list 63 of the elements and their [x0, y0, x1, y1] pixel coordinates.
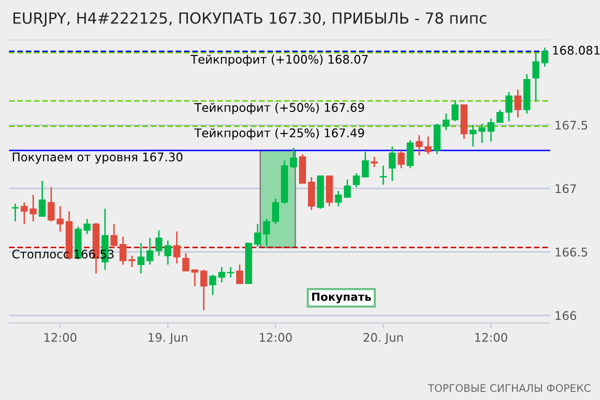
candlestick [470, 124, 477, 148]
candlestick [496, 109, 504, 124]
candlestick [541, 46, 548, 68]
x-tick-label: 20. Jun [364, 332, 403, 344]
candlestick [388, 146, 396, 182]
x-tick-label: 12:00 [260, 332, 292, 342]
ref-line-label: Тейкпрофит (+100%) 168.07 [190, 54, 368, 66]
x-tick-label: 12:00 [475, 332, 508, 342]
candlestick [236, 264, 244, 284]
candlestick [110, 223, 118, 249]
candlestick [155, 230, 162, 256]
candlestick [48, 186, 55, 222]
x-tick-label: 12:00 [44, 332, 76, 342]
candlestick [362, 150, 369, 178]
candlestick [352, 172, 360, 188]
candlestick [487, 118, 494, 142]
candlestick [254, 223, 262, 248]
candlestick [218, 266, 226, 284]
y-tick-label: 167.5 [556, 120, 588, 130]
candlestick [370, 156, 378, 168]
candlestick [424, 136, 432, 155]
ref-line-label: 168.081 [553, 46, 600, 55]
candlestick [478, 123, 486, 144]
candlestick [334, 190, 342, 207]
ref-line-label: Тейкпрофит (+25%) 167.49 [194, 128, 364, 140]
candlestick [56, 206, 64, 232]
candlestick [398, 150, 405, 169]
candlestick [128, 255, 136, 268]
candlestick [532, 52, 540, 102]
candlestick [173, 230, 180, 264]
candlestick [191, 269, 198, 287]
candlestick [442, 112, 450, 131]
candlestick [119, 236, 126, 266]
ref-line-label: Покупаем от уровня 167.30 [12, 152, 182, 164]
candlestick [406, 140, 414, 169]
candlestick [200, 269, 208, 312]
text: ТОРГОВЫЕ СИГНАЛЫ ФОРЕКС [428, 384, 590, 392]
candlestick [514, 88, 522, 118]
candlestick [290, 147, 298, 169]
y-tick-label: 166.5 [556, 248, 588, 257]
y-tick-label: 167 [556, 184, 576, 194]
candlestick [38, 180, 46, 218]
candlestick [182, 252, 190, 272]
candlestick [30, 194, 37, 222]
candlestick [84, 218, 91, 235]
y-tick-label: 166 [556, 311, 576, 320]
candlestick [272, 198, 280, 225]
candlestick [263, 218, 270, 246]
candlestick [164, 240, 172, 266]
candlestick [505, 91, 512, 122]
candlestick [344, 178, 351, 198]
ref-line-label: Тейкпрофит (+50%) 167.69 [194, 102, 364, 114]
x-tick-label: 19. Jun [148, 332, 188, 344]
annotation: Покупать [312, 292, 371, 304]
candlestick [12, 203, 19, 222]
candlestick [146, 237, 154, 266]
candlestick [380, 164, 387, 186]
candlestick [209, 274, 216, 296]
candlestick [20, 202, 28, 225]
chart-title: EURJPY, H4#222125, ПОКУПАТЬ 167.30, ПРИБЫЛЬ - 78 пипс [14, 12, 486, 27]
candlestick [416, 134, 423, 156]
candlestick [137, 242, 144, 274]
candlestick [452, 100, 459, 122]
